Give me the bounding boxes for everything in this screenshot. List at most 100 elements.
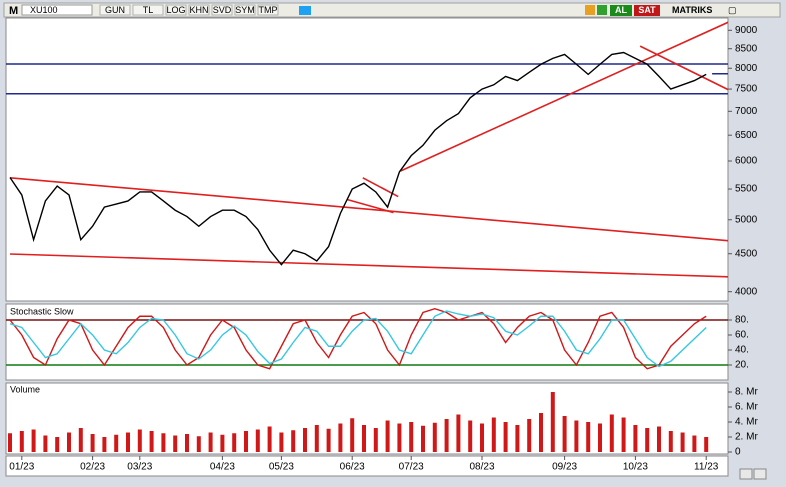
y-tick-label: 4000 [735, 286, 758, 297]
buy-button[interactable] [610, 5, 632, 16]
volume-bar [314, 425, 319, 452]
series-line [9, 310, 707, 368]
volume-bar [468, 420, 473, 452]
toolbar-button[interactable] [211, 4, 233, 16]
toolbar-button-label: KHN [189, 5, 208, 15]
lightning-icon[interactable] [585, 5, 595, 15]
scroll-right[interactable] [753, 468, 767, 480]
trend-line [347, 198, 394, 214]
scroll-left[interactable] [739, 468, 753, 480]
volume-bar [220, 434, 225, 452]
volume-bar [385, 420, 390, 452]
volume-bar [692, 435, 697, 452]
toolbar-button[interactable] [165, 4, 187, 16]
volume-bar [550, 392, 555, 452]
volume-bar [645, 428, 650, 452]
volume-bar [90, 434, 95, 452]
volume-bar [409, 422, 414, 452]
x-tick-label: 04/23 [210, 462, 235, 473]
toolbar-button[interactable] [99, 4, 131, 16]
volume-bar [621, 417, 626, 452]
trend-line [639, 45, 728, 91]
sell-label: SAT [638, 5, 656, 15]
y-tick-label: 8. Mr [735, 387, 758, 398]
stoch-panel [5, 303, 729, 381]
trend-line [400, 21, 728, 172]
y-tick-label: 80. [735, 315, 749, 326]
toolbar-button-label: LOG [166, 5, 185, 15]
volume-bar [574, 420, 579, 452]
panel-layer [6, 308, 728, 370]
buy-label: AL [615, 5, 627, 15]
volume-bar [515, 425, 520, 452]
volume-bar [232, 433, 237, 452]
volume-bar [456, 414, 461, 452]
volume-bar [491, 417, 496, 452]
volume-bar [8, 433, 12, 452]
volume-bar [338, 423, 343, 452]
y-tick-label: 5500 [735, 184, 758, 195]
volume-bar [244, 431, 248, 452]
volume-bar [444, 419, 449, 452]
volume-bar [539, 413, 543, 452]
price-panel [5, 17, 729, 302]
volume-bar [373, 428, 378, 452]
window-controls[interactable]: ▢ [728, 5, 737, 15]
volume-bar [303, 428, 307, 452]
y-tick-label: 20. [735, 360, 749, 371]
toolbar-button[interactable] [234, 4, 256, 16]
volume-bar [149, 431, 154, 452]
toolbar-button-label: SYM [235, 5, 255, 15]
sell-button[interactable] [634, 5, 660, 16]
toolbar-button-label: GUN [105, 5, 125, 15]
volume-bar [350, 418, 355, 452]
volume-bar [185, 434, 189, 452]
stoch-title: Stochastic Slow [10, 306, 74, 316]
volume-bar [279, 432, 284, 452]
toolbar-button-label: SVD [213, 5, 232, 15]
twitter-icon[interactable] [299, 6, 311, 15]
y-tick-label: 40. [735, 345, 749, 356]
volume-bar [196, 436, 201, 452]
trend-line [9, 253, 728, 278]
y-tick-label: 60. [735, 330, 749, 341]
volume-bar [137, 429, 142, 452]
volume-bar [668, 431, 673, 452]
toolbar-button-label: TMP [259, 5, 278, 15]
volume-bar [503, 422, 508, 452]
volume-bar [586, 422, 591, 452]
volume-bar [562, 416, 567, 452]
x-tick-label: 10/23 [623, 462, 648, 473]
toolbar-button[interactable] [257, 4, 279, 16]
y-tick-label: 2. Mr [735, 432, 758, 443]
volume-bar [43, 435, 48, 452]
y-tick-label: 4500 [735, 248, 758, 259]
toolbar-button[interactable] [188, 4, 210, 16]
volume-bar [397, 423, 402, 452]
toolbar: M XU100 GUN TL LOG KHN SVD SYM TMP AL SAT MATR… [3, 2, 781, 18]
symbol: XU100 [30, 5, 58, 15]
volume-bar [19, 431, 24, 452]
volume-bar [432, 422, 437, 452]
x-tick-label: 03/23 [127, 462, 152, 473]
volume-bar [633, 425, 638, 452]
y-tick-label: 7500 [735, 84, 758, 95]
y-tick-label: 8000 [735, 63, 758, 74]
volume-bar [480, 423, 484, 452]
x-tick-label: 09/23 [552, 462, 577, 473]
volume-bar [704, 437, 709, 452]
volume-bar [161, 433, 166, 452]
symbol-box[interactable] [21, 4, 93, 16]
toolbar-button[interactable] [132, 4, 164, 16]
volume-bar [267, 426, 272, 452]
volume-bar [598, 423, 602, 452]
x-tick-label: 11/23 [694, 462, 719, 473]
refresh-icon[interactable] [597, 5, 607, 15]
y-tick-label: 5000 [735, 214, 758, 225]
volume-bar [67, 432, 71, 452]
brand: MATRIKS [672, 5, 712, 15]
y-tick-label: 8500 [735, 43, 758, 54]
y-tick-label: 9000 [735, 25, 758, 36]
y-tick-label: 0 [735, 447, 741, 458]
